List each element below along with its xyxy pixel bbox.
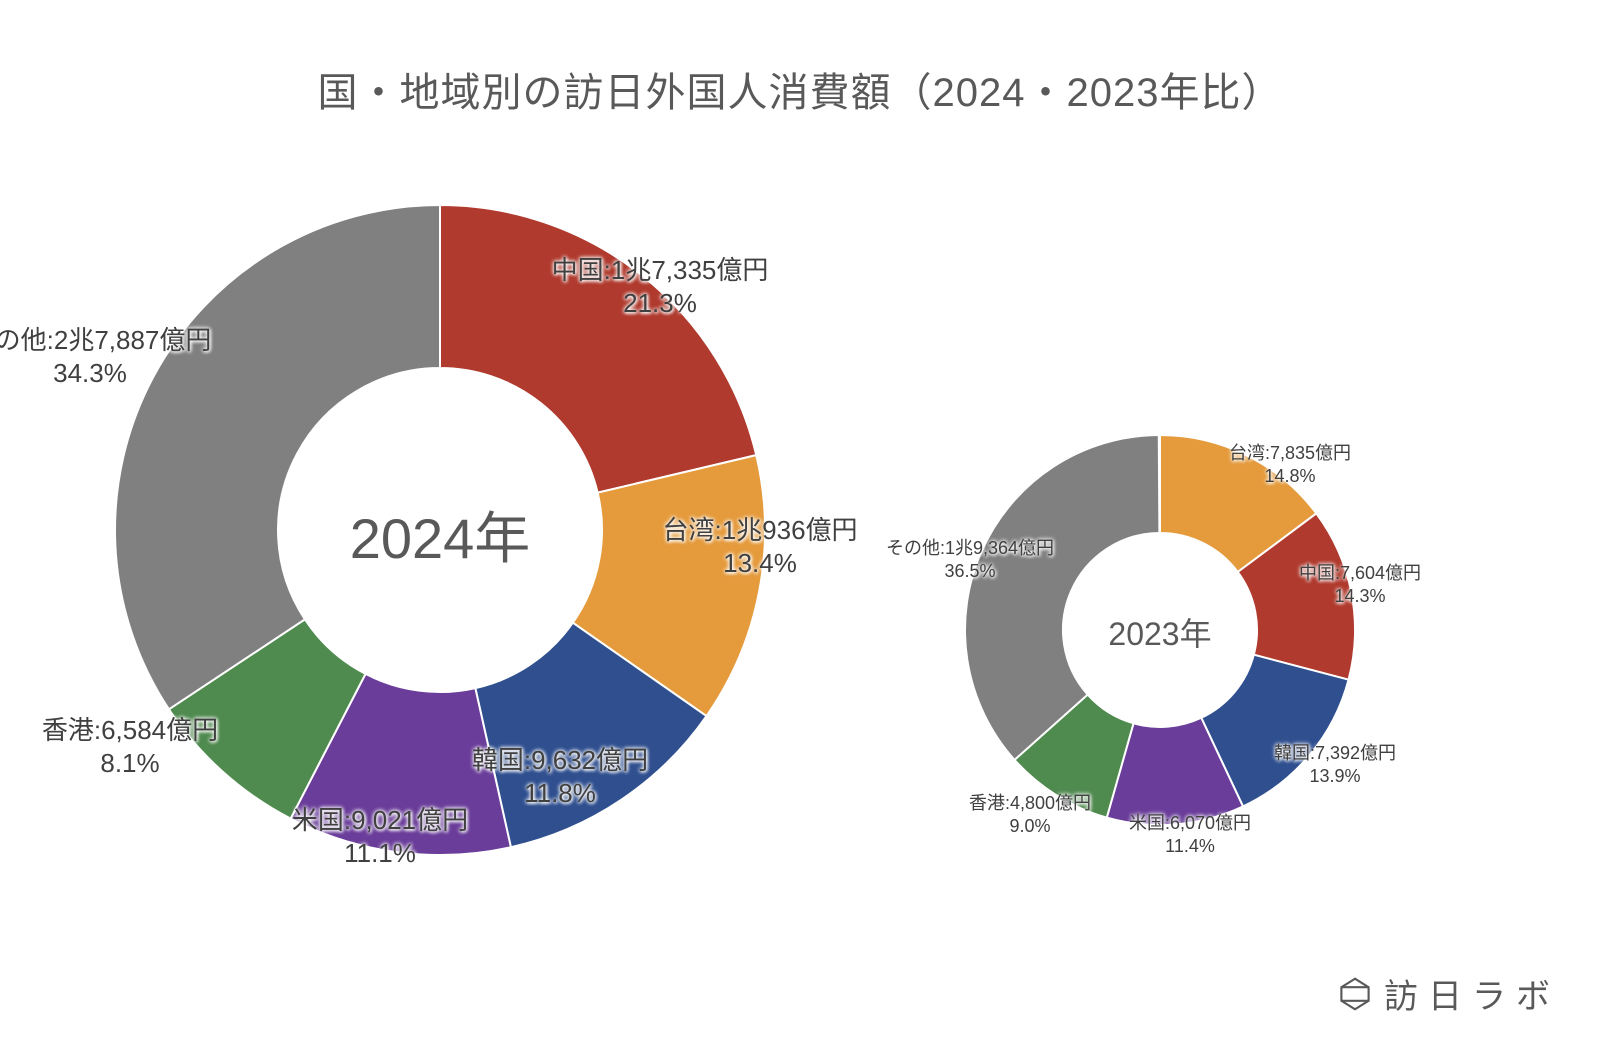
slice-name: 韓国 [1274, 743, 1310, 763]
slice-percent: 13.9% [1309, 766, 1360, 786]
slice-percent: 36.5% [944, 561, 995, 581]
slice-percent: 11.4% [1165, 836, 1215, 856]
donut-2023-label-その他: その他:1兆9,364億円36.5% [810, 537, 1130, 582]
slice-value: 7,392億円 [1315, 743, 1396, 763]
slice-value: 4,800億円 [1010, 793, 1091, 813]
slice-name: 台湾 [1229, 443, 1265, 463]
slice-percent: 14.8% [1264, 466, 1315, 486]
donut-2023-label-中国: 中国:7,604億円14.3% [1200, 562, 1520, 607]
slice-value: 7,835億円 [1270, 443, 1351, 463]
slice-name: 香港 [969, 793, 1005, 813]
slice-value: 1兆9,364億円 [945, 538, 1054, 558]
brand-text: 訪日ラボ [1384, 969, 1560, 1018]
slice-name: 中国 [1299, 563, 1335, 583]
donut-2023-center-label: 2023年 [1010, 609, 1310, 655]
donut-2023-label-韓国: 韓国:7,392億円13.9% [1175, 742, 1495, 787]
brand-icon [1338, 977, 1372, 1011]
slice-percent: 9.0% [1009, 816, 1050, 836]
donut-2023-label-台湾: 台湾:7,835億円14.8% [1130, 442, 1450, 487]
brand-logo: 訪日ラボ [1338, 969, 1560, 1018]
slice-percent: 14.3% [1334, 586, 1385, 606]
donut-2023 [0, 0, 1600, 1048]
slice-name: その他 [886, 538, 940, 558]
slice-value: 7,604億円 [1340, 563, 1421, 583]
donut-2023-label-香港: 香港:4,800億円9.0% [870, 792, 1190, 837]
